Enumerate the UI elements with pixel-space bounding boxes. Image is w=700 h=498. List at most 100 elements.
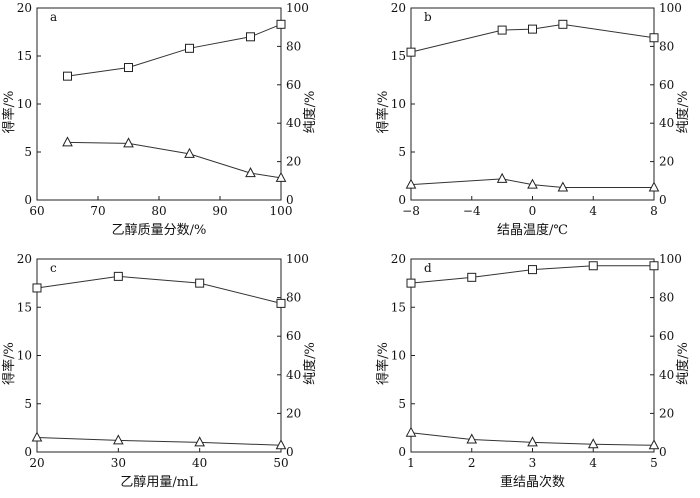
data-point-triangle [194,436,205,447]
series-line-square [67,23,282,77]
data-point-triangle [405,426,417,437]
y-right-tick-label: 20 [286,406,301,420]
data-point-triangle [527,436,538,447]
data-point-triangle [31,431,43,442]
data-point-square [406,278,416,288]
plot-frame [36,258,282,453]
x-tick-label: 60 [29,204,44,218]
y-right-tick-label: 80 [659,39,674,53]
y-left-axis-label: 得率/% [1,91,17,134]
y-left-tick-label: 0 [398,193,406,207]
data-point-square [406,47,416,57]
x-tick-label: 20 [29,456,44,470]
data-point-square [195,278,205,288]
y-right-tick-label: 100 [286,252,309,266]
data-point-square [246,32,255,42]
y-right-tick-label: 100 [286,1,309,15]
x-tick-label: 5 [650,456,658,470]
data-point-square [528,265,537,275]
x-axis-label: 乙醇用量/mL [120,474,198,490]
x-tick-label: −8 [402,204,420,218]
data-point-triangle [527,178,538,189]
data-point-triangle [245,167,256,178]
x-tick-label: 40 [192,456,207,470]
x-tick-label: 80 [151,204,166,218]
data-point-square [185,43,194,53]
y-right-tick-label: 0 [659,193,667,207]
y-right-tick-label: 20 [286,155,301,169]
x-tick-label: 4 [589,204,597,218]
x-tick-label: 70 [90,204,105,218]
y-right-tick-label: 80 [286,291,301,305]
y-right-tick-label: 60 [659,329,674,343]
y-left-tick-label: 10 [17,349,32,363]
y-right-axis-label: 纯度/% [302,342,318,385]
y-right-tick-label: 80 [286,39,301,53]
y-left-tick-label: 15 [17,300,32,314]
y-right-tick-label: 40 [286,368,301,382]
y-right-axis-label: 纯度/% [302,91,318,134]
data-point-triangle [648,181,660,192]
y-right-tick-label: 0 [286,445,294,459]
y-left-tick-label: 15 [391,49,406,63]
data-point-square [63,71,72,81]
y-left-tick-label: 15 [17,49,32,63]
y-left-tick-label: 10 [391,97,406,111]
plot-frame [410,258,655,453]
y-left-tick-label: 15 [391,300,406,314]
x-tick-label: −4 [463,204,481,218]
y-right-tick-label: 40 [659,116,674,130]
x-tick-label: 90 [212,204,227,218]
y-right-axis-label: 纯度/% [675,342,691,385]
data-point-triangle [275,439,287,450]
x-axis-label: 乙醇质量分数/% [112,222,207,238]
panel-a: 60 70 80 90 10005101520020406080100乙醇质量分数/%得… [1,1,318,238]
panel-letter: c [50,261,57,275]
y-left-tick-label: 0 [24,445,32,459]
plot-frame [410,7,655,201]
x-tick-label: 4 [589,456,597,470]
y-right-tick-label: 80 [659,291,674,305]
data-point-square [558,19,568,29]
y-left-tick-label: 0 [24,193,32,207]
y-left-tick-label: 5 [24,397,32,411]
panel-letter: b [424,10,432,24]
data-point-square [32,283,42,293]
y-left-tick-label: 20 [391,252,406,266]
y-left-axis-label: 得率/% [375,342,391,385]
y-right-tick-label: 60 [286,78,301,92]
y-right-axis-label: 纯度/% [675,91,691,134]
data-point-square [113,271,123,281]
data-point-triangle [587,438,599,449]
y-right-tick-label: 40 [659,368,674,382]
panel-letter: d [424,261,432,275]
data-point-square [124,63,133,73]
y-left-tick-label: 20 [391,1,406,15]
data-point-square [588,261,598,271]
y-right-tick-label: 60 [286,329,301,343]
y-right-tick-label: 20 [659,406,674,420]
y-left-tick-label: 10 [17,97,32,111]
x-tick-label: 50 [273,456,288,470]
x-tick-label: 2 [468,456,476,470]
panel-letter: a [50,10,57,24]
x-axis-label: 结晶温度/℃ [497,222,568,238]
data-point-triangle [496,172,508,183]
data-point-triangle [275,171,287,182]
y-right-tick-label: 100 [659,252,682,266]
data-point-square [467,272,477,282]
data-point-square [276,298,286,308]
y-left-tick-label: 0 [398,445,406,459]
x-tick-label: 1 [407,456,415,470]
y-left-tick-label: 20 [17,1,32,15]
x-tick-label: 100 [270,204,293,218]
y-right-tick-label: 0 [286,193,294,207]
data-point-square [276,19,286,29]
data-point-square [497,25,507,35]
data-point-square [649,261,659,271]
y-right-tick-label: 60 [659,78,674,92]
